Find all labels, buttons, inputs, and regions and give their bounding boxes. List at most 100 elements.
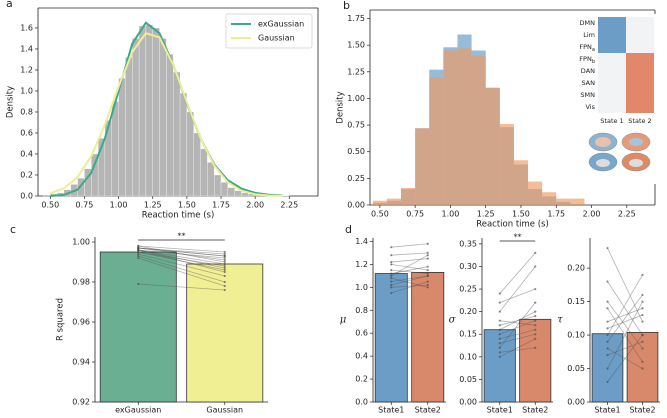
bar xyxy=(186,263,264,403)
subject-point xyxy=(606,380,609,384)
y-tick-label: 0.00 xyxy=(347,201,365,210)
subject-point xyxy=(498,351,501,354)
subject-point xyxy=(137,248,140,252)
histogram-bar xyxy=(159,38,167,197)
y-tick-label: 0.0 xyxy=(355,398,368,407)
subject-point xyxy=(606,280,609,283)
panel-label: b xyxy=(343,0,350,12)
subject-point xyxy=(390,272,393,275)
x-tick-label: 2.00 xyxy=(246,201,264,210)
histogram-bar xyxy=(145,24,153,197)
inset-cell xyxy=(626,89,654,101)
subject-point xyxy=(390,274,393,277)
subject-line xyxy=(607,307,643,323)
inset-column-label: State 2 xyxy=(628,117,651,125)
histogram-bar xyxy=(118,78,126,197)
subject-line xyxy=(138,251,225,271)
subject-line xyxy=(138,247,225,257)
histogram-bar xyxy=(570,198,585,205)
subject-point xyxy=(498,319,501,322)
y-tick-label: 0.35 xyxy=(459,239,477,248)
subject-point xyxy=(498,346,501,349)
subject-point xyxy=(498,328,501,331)
subject-point xyxy=(534,265,537,268)
bar xyxy=(99,251,177,403)
subject-point xyxy=(606,340,609,343)
fit-curve xyxy=(49,32,283,197)
histogram-bar xyxy=(220,182,229,197)
subject-line xyxy=(138,245,225,263)
subject-line xyxy=(391,269,428,274)
subject-line xyxy=(499,266,536,312)
bar xyxy=(411,272,445,403)
subject-point xyxy=(606,333,609,337)
y-tick-label: 1.4 xyxy=(20,44,33,53)
y-axis-label: σ xyxy=(449,315,457,326)
subject-point xyxy=(426,265,429,268)
subject-line xyxy=(391,252,428,256)
x-tick-label: State1 xyxy=(594,406,620,415)
histogram-bar xyxy=(111,101,119,197)
subject-point xyxy=(498,310,501,313)
y-axis-label: Density xyxy=(6,86,16,118)
row-name: DAN xyxy=(581,67,595,75)
subject-line xyxy=(138,247,225,257)
x-tick-label: 1.00 xyxy=(442,210,460,219)
x-tick-label: State1 xyxy=(378,406,404,415)
x-tick-label: 1.75 xyxy=(212,201,230,210)
histogram-bar xyxy=(401,187,416,205)
subject-point xyxy=(137,254,140,258)
subject-line xyxy=(138,249,225,269)
subject-point xyxy=(498,333,501,336)
subject-line xyxy=(391,266,428,274)
x-tick-label: 1.25 xyxy=(477,210,495,219)
subject-point xyxy=(534,315,537,318)
subject-line xyxy=(138,245,225,253)
subject-point xyxy=(641,367,644,370)
y-tick-label: 0.0 xyxy=(20,192,33,201)
legend-box xyxy=(225,13,313,49)
inset-column-label: State 1 xyxy=(600,117,623,125)
subject-point xyxy=(534,287,537,291)
legend-label: exGaussian xyxy=(258,20,304,29)
subject-line xyxy=(607,334,643,383)
subject-point xyxy=(641,340,644,343)
inset-cell xyxy=(598,17,626,29)
subject-point xyxy=(426,257,429,260)
y-tick-label: 0.05 xyxy=(459,375,477,384)
x-tick-label: 1.25 xyxy=(144,201,162,210)
subject-point xyxy=(137,282,140,286)
subject-point xyxy=(390,283,393,287)
subject-line xyxy=(607,308,643,363)
y-tick-label: 0.6 xyxy=(355,329,368,338)
y-tick-label: 0.96 xyxy=(72,318,90,327)
subject-point xyxy=(390,260,393,264)
row-name: Vis xyxy=(586,103,596,111)
inset-cell xyxy=(626,77,654,89)
inset-cell xyxy=(598,101,626,113)
subject-point xyxy=(641,273,644,276)
x-tick-label: 2.25 xyxy=(618,210,636,219)
subject-point xyxy=(641,307,644,310)
subject-point xyxy=(606,320,609,323)
subject-point xyxy=(534,324,537,327)
histogram-bar xyxy=(179,92,188,197)
subject-line xyxy=(138,283,225,291)
x-tick-label: State2 xyxy=(629,406,655,415)
subject-point xyxy=(223,284,226,288)
y-tick-label: 0.50 xyxy=(347,147,365,156)
y-tick-label: 0.98 xyxy=(72,278,90,287)
subject-line xyxy=(138,253,225,277)
y-tick-label: 0.00 xyxy=(567,398,585,407)
inset-row-label: DAN xyxy=(581,67,595,75)
legend-label: Gaussian xyxy=(258,34,295,43)
inset-cell xyxy=(598,77,626,89)
subject-line xyxy=(138,249,225,265)
subject-point xyxy=(390,246,393,249)
y-tick-label: 0.25 xyxy=(459,285,477,294)
inset-cell xyxy=(626,101,654,113)
subject-point xyxy=(426,272,429,275)
subject-line xyxy=(391,263,428,271)
histogram-bar xyxy=(443,50,458,205)
histogram-bar xyxy=(513,160,529,205)
